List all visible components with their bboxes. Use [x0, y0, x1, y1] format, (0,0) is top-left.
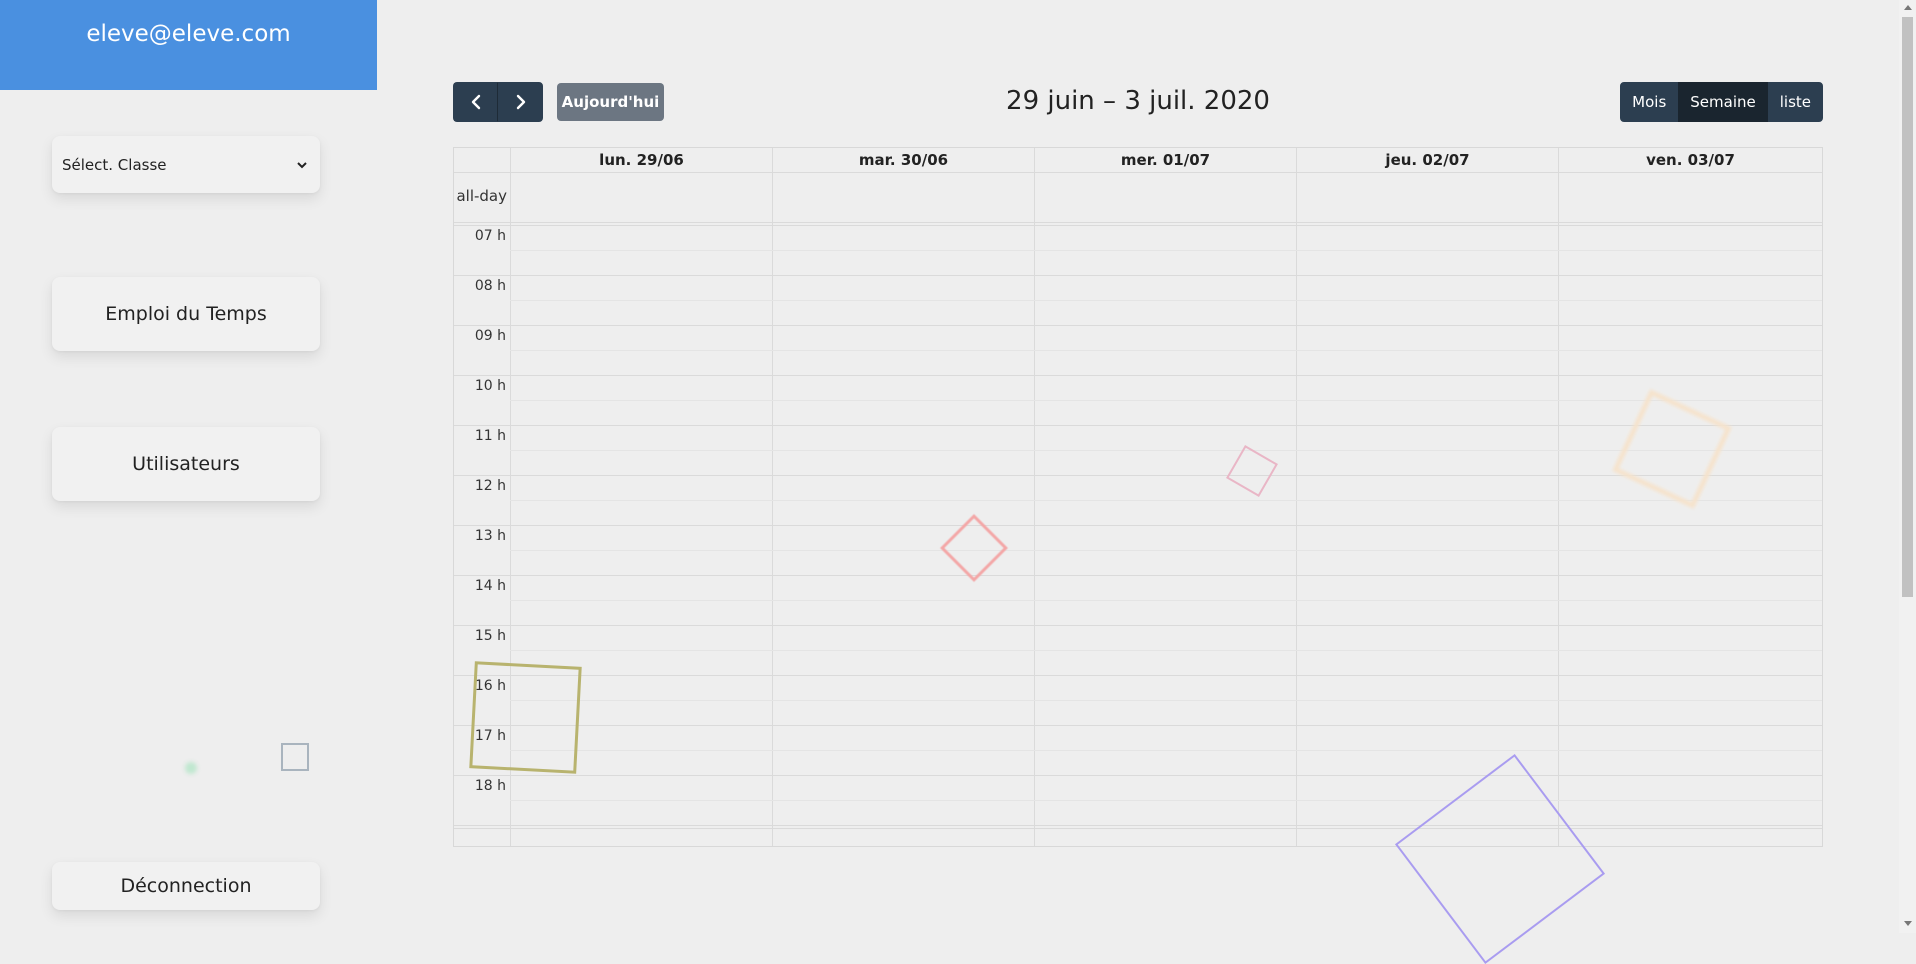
scrollbar-thumb[interactable] [1902, 17, 1913, 597]
all-day-label: all-day [456, 187, 507, 205]
scroll-up-icon[interactable] [1904, 5, 1912, 10]
hour-label: 14 h [474, 578, 506, 594]
chevron-right-icon [516, 94, 525, 110]
day-header: lun. 29/06 [599, 151, 684, 169]
grid-line [1296, 148, 1297, 846]
grid-line [454, 775, 1822, 776]
grid-line [454, 475, 1822, 476]
timetable-button[interactable]: Emploi du Temps [52, 277, 320, 351]
grid-line [510, 750, 1822, 751]
grid-line [510, 350, 1822, 351]
grid-line [454, 625, 1822, 626]
day-header: mar. 30/06 [858, 151, 949, 169]
grid-line [454, 675, 1822, 676]
calendar: Aujourd'hui 29 juin – 3 juil. 2020 Mois … [453, 82, 1823, 847]
grid-line [510, 450, 1822, 451]
user-email: eleve@eleve.com [0, 0, 377, 90]
grid-line [1034, 148, 1035, 846]
view-month-button[interactable]: Mois [1620, 82, 1679, 122]
hour-label: 11 h [474, 428, 506, 444]
grid-line [454, 325, 1822, 326]
class-select[interactable]: Sélect. Classe [58, 154, 310, 175]
grid-line [510, 300, 1822, 301]
hour-label: 10 h [474, 378, 506, 394]
calendar-toolbar: Aujourd'hui 29 juin – 3 juil. 2020 Mois … [453, 82, 1823, 123]
grid-line [510, 600, 1822, 601]
class-select-card[interactable]: Sélect. Classe [52, 136, 320, 193]
grid-line [772, 148, 773, 846]
decorative-dot [185, 762, 197, 774]
grid-line [454, 222, 1822, 223]
scroll-down-icon[interactable] [1904, 921, 1912, 926]
chevron-left-icon [471, 94, 480, 110]
grid-line [454, 725, 1822, 726]
grid-line [510, 650, 1822, 651]
grid-line [454, 425, 1822, 426]
hour-label: 15 h [474, 628, 506, 644]
page-scrollbar[interactable] [1899, 0, 1916, 933]
prev-button[interactable] [453, 82, 498, 122]
grid-line [454, 172, 1822, 173]
week-grid: lun. 29/06 mar. 30/06 mer. 01/07 jeu. 02… [453, 147, 1823, 847]
grid-line [510, 400, 1822, 401]
grid-line [510, 250, 1822, 251]
grid-line [454, 525, 1822, 526]
users-button[interactable]: Utilisateurs [52, 427, 320, 501]
hour-label: 17 h [474, 728, 506, 744]
grid-line [454, 575, 1822, 576]
grid-line [510, 500, 1822, 501]
hour-label: 08 h [474, 278, 506, 294]
grid-line [510, 148, 511, 846]
grid-line [454, 375, 1822, 376]
grid-line [454, 275, 1822, 276]
day-header: mer. 01/07 [1120, 151, 1211, 169]
grid-line [510, 700, 1822, 701]
day-header: ven. 03/07 [1646, 151, 1735, 169]
hour-label: 12 h [474, 478, 506, 494]
hour-label: 07 h [474, 228, 506, 244]
today-button[interactable]: Aujourd'hui [557, 83, 664, 121]
logout-button[interactable]: Déconnection [52, 862, 320, 910]
view-week-button[interactable]: Semaine [1678, 82, 1768, 122]
decorative-square [281, 743, 309, 771]
hour-label: 13 h [474, 528, 506, 544]
hour-label: 09 h [474, 328, 506, 344]
hour-label: 18 h [474, 778, 506, 794]
grid-line [454, 828, 1822, 829]
nav-button-group [453, 82, 543, 122]
day-header: jeu. 02/07 [1385, 151, 1470, 169]
sidebar: eleve@eleve.com Sélect. Classe Emploi du… [0, 0, 377, 933]
grid-line [510, 800, 1822, 801]
grid-line [510, 550, 1822, 551]
grid-line [454, 225, 1822, 226]
grid-line [1558, 148, 1559, 846]
view-button-group: Mois Semaine liste [1620, 82, 1823, 122]
grid-line [454, 825, 1822, 826]
next-button[interactable] [498, 82, 543, 122]
view-list-button[interactable]: liste [1767, 82, 1823, 122]
hour-label: 16 h [474, 678, 506, 694]
